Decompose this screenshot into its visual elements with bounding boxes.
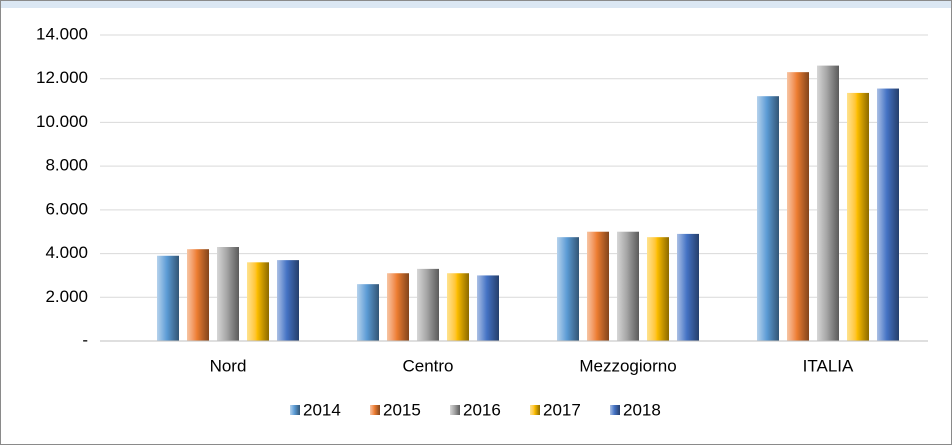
y-tick-label: 10.000 (36, 112, 88, 131)
legend-label: 2018 (623, 400, 661, 419)
bar (877, 88, 899, 341)
bar (157, 255, 179, 341)
x-tick-label: Centro (402, 356, 453, 375)
bar (617, 231, 639, 341)
bar (647, 237, 669, 341)
y-tick-label: 8.000 (45, 156, 88, 175)
legend-swatch (370, 405, 380, 415)
legend-swatch (610, 405, 620, 415)
bar (557, 237, 579, 341)
bar (357, 284, 379, 341)
bar (847, 92, 869, 342)
y-tick-label: 2.000 (45, 287, 88, 306)
bar (277, 260, 299, 341)
legend-swatch (450, 405, 460, 415)
bar (417, 268, 439, 341)
legend-label: 2016 (463, 400, 501, 419)
y-tick-label: 14.000 (36, 24, 88, 43)
legend-swatch (530, 405, 540, 415)
y-tick-label: 6.000 (45, 199, 88, 218)
legend-swatch (290, 405, 300, 415)
x-tick-label: Nord (210, 356, 247, 375)
bar (247, 262, 269, 341)
x-tick-label: Mezzogiorno (579, 356, 676, 375)
header-strip (1, 1, 951, 8)
bar (187, 249, 209, 341)
y-tick-label: 12.000 (36, 68, 88, 87)
bar (217, 247, 239, 341)
bar (757, 96, 779, 341)
bar (587, 231, 609, 341)
y-tick-label: 4.000 (45, 243, 88, 262)
legend-label: 2015 (383, 400, 421, 419)
legend-label: 2014 (303, 400, 341, 419)
bar (477, 275, 499, 341)
bar (447, 273, 469, 341)
bar (817, 65, 839, 341)
bar (387, 273, 409, 341)
legend-label: 2017 (543, 400, 581, 419)
y-tick-label: - (82, 330, 88, 349)
bar (677, 233, 699, 341)
bar (787, 72, 809, 342)
x-tick-label: ITALIA (803, 356, 854, 375)
